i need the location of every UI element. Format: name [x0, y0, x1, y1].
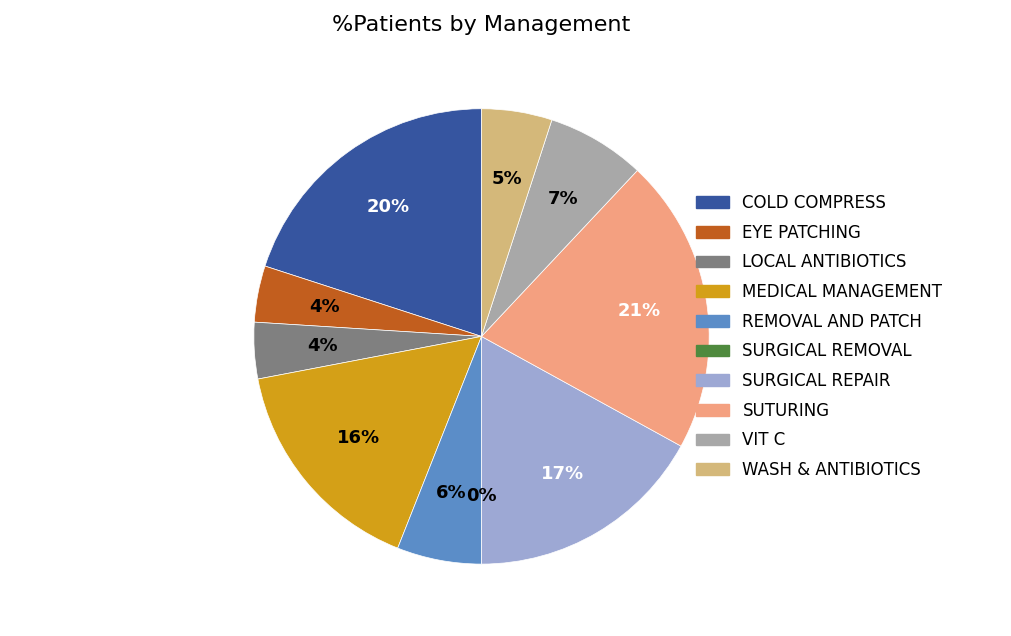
- Text: 6%: 6%: [437, 484, 467, 502]
- Text: 21%: 21%: [618, 303, 660, 321]
- Text: 16%: 16%: [337, 429, 380, 447]
- Wedge shape: [481, 120, 637, 336]
- Wedge shape: [481, 336, 681, 564]
- Legend: COLD COMPRESS, EYE PATCHING, LOCAL ANTIBIOTICS, MEDICAL MANAGEMENT, REMOVAL AND : COLD COMPRESS, EYE PATCHING, LOCAL ANTIB…: [690, 187, 949, 485]
- Text: 7%: 7%: [547, 190, 578, 208]
- Wedge shape: [255, 266, 481, 336]
- Wedge shape: [254, 322, 481, 379]
- Text: 0%: 0%: [466, 487, 496, 505]
- Wedge shape: [481, 170, 709, 446]
- Text: 20%: 20%: [366, 198, 409, 216]
- Wedge shape: [265, 109, 481, 336]
- Title: %Patients by Management: %Patients by Management: [333, 15, 631, 35]
- Text: 4%: 4%: [307, 338, 338, 356]
- Text: 5%: 5%: [491, 170, 522, 188]
- Text: 17%: 17%: [541, 464, 584, 483]
- Wedge shape: [397, 336, 481, 564]
- Wedge shape: [481, 109, 552, 336]
- Text: 4%: 4%: [309, 298, 341, 315]
- Wedge shape: [258, 336, 481, 548]
